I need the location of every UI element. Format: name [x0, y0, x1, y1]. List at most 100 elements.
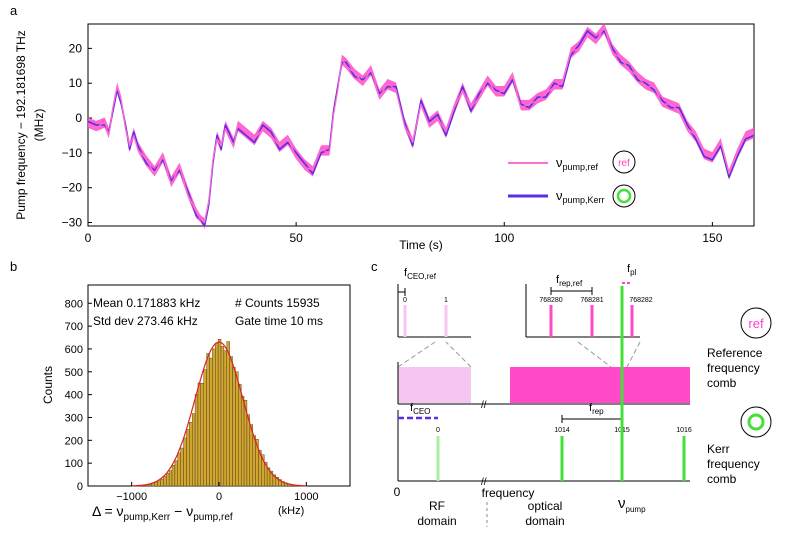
panel-b: b 0 100 200 300 400 500 600 700 800 −1000 0 1000 C… [10, 259, 351, 523]
fceo-kerr-label: fCEO [410, 402, 430, 416]
optical-domain-2: domain [525, 514, 564, 528]
ref-kerr-band [88, 23, 754, 229]
hist-bar [220, 346, 225, 487]
hist-bar [160, 478, 164, 487]
hist-bar [194, 394, 199, 487]
panel-b-xlabel-unit: (kHz) [278, 505, 304, 517]
zoom-connector-high-right [626, 341, 641, 368]
kerr-comb-text-1: Kerr [707, 442, 730, 456]
axis-zero-label: 0 [394, 485, 401, 499]
hist-bar [191, 413, 196, 487]
ref-high-line-label-1: 768281 [580, 297, 603, 304]
b-ytick-label: 400 [65, 390, 83, 402]
b-ytick-label: 600 [65, 344, 83, 356]
hist-bar [235, 371, 239, 487]
hist-bar [177, 452, 181, 487]
a-xtick-label: 50 [289, 231, 303, 245]
hist-bar [197, 382, 202, 487]
panel-b-ylabel: Counts [41, 366, 55, 404]
kerr-ring-icon [616, 188, 632, 204]
hist-bar [168, 470, 173, 487]
panel-a-xlabel: Time (s) [399, 238, 443, 252]
a-xtick-label: 150 [702, 231, 722, 245]
frequency-label: frequency [482, 486, 535, 500]
a-ytick-label: 10 [69, 76, 83, 90]
nu-pump-label: νpump [618, 495, 646, 514]
hist-bar [226, 341, 230, 487]
hist-bar [240, 396, 245, 487]
ref-comb-badge-text: ref [748, 316, 764, 331]
a-ytick-label: −10 [62, 146, 83, 160]
rf-domain-1: RF [429, 499, 445, 513]
hist-bar [217, 339, 222, 487]
kerr-axis-break: // [481, 477, 487, 488]
kerr-comb-badge [740, 406, 772, 438]
panel-label-b: b [10, 259, 17, 274]
a-ytick-label: 20 [69, 41, 83, 55]
hist-bar [200, 383, 204, 487]
legend-kerr-label: νpump,Kerr [556, 188, 605, 205]
hist-bar [212, 348, 216, 487]
zoom-connector-high-left [577, 341, 612, 368]
a-ytick-label: −30 [62, 216, 83, 230]
fceo-ref-label: fCEO,ref [404, 267, 437, 281]
hist-bar [189, 421, 193, 487]
hist-bar [223, 350, 227, 487]
stat-mean: Mean 0.171883 kHz [93, 296, 200, 310]
kerr-line-label-1016: 1016 [676, 427, 692, 434]
legend-ref-badge [612, 150, 636, 174]
b-ytick-label: 300 [65, 412, 83, 424]
ref-trace [87, 26, 755, 224]
fpl-label: fpl [627, 263, 637, 277]
a-ytick-label: 0 [75, 111, 82, 125]
ref-comb-badge [740, 307, 772, 339]
panel-a-ylabel-line2: (MHz) [32, 109, 46, 142]
panel-a-legend: νpump,ref ref νpump,Kerr [508, 150, 636, 208]
panel-b-bars [134, 339, 308, 487]
a-ytick-label: −20 [62, 181, 83, 195]
kerr-comb-text-2: frequency [707, 457, 760, 471]
kerr-trace [87, 30, 755, 227]
optical-domain-1: optical [528, 499, 563, 513]
kerr-comb-ring-icon [747, 413, 765, 431]
hist-bar [186, 429, 190, 487]
zoom-connector-low-left [397, 341, 436, 368]
ref-comb-optical-band [510, 367, 690, 403]
zoom-connector-low-right [445, 341, 472, 368]
stat-counts: # Counts 15935 [235, 296, 320, 310]
panel-label-a: a [10, 3, 18, 18]
legend-kerr-badge [612, 184, 636, 208]
b-ytick-label: 800 [65, 298, 83, 310]
rf-domain-2: domain [417, 514, 456, 528]
hist-bar [246, 414, 251, 487]
hist-bar [252, 435, 256, 487]
panel-a-traces [87, 23, 755, 229]
legend-ref-badge-text: ref [618, 158, 630, 169]
b-xtick-label: 0 [216, 491, 222, 503]
b-xtick-label: −1000 [116, 491, 147, 503]
zoom-box-low: fCEO,ref 0 1 [397, 267, 471, 338]
hist-bar [183, 437, 187, 487]
b-ytick-label: 0 [77, 481, 83, 493]
hist-bar [174, 460, 178, 487]
panel-b-x-ticks: −1000 0 1000 [116, 482, 319, 503]
hist-bar [163, 475, 167, 487]
hist-bar [154, 481, 158, 487]
hist-bar [215, 342, 219, 487]
stat-std: Std dev 273.46 kHz [93, 314, 198, 328]
hist-bar [166, 473, 170, 487]
b-ytick-label: 500 [65, 367, 83, 379]
hist-bar [238, 384, 242, 487]
hist-bar [171, 465, 176, 487]
b-ytick-label: 200 [65, 435, 83, 447]
panel-a-x-ticks: 0 50 100 150 [85, 222, 723, 245]
frep-kerr-label: frep [589, 402, 604, 416]
ref-comb-rf-band [398, 367, 471, 403]
ref-low-line-label-1: 1 [444, 297, 448, 304]
panel-label-c: c [371, 259, 378, 274]
zoom-box-high: frep,ref fpl 768280 768281 768282 [525, 263, 653, 338]
hist-bar [249, 424, 253, 487]
a-xtick-label: 0 [85, 231, 92, 245]
